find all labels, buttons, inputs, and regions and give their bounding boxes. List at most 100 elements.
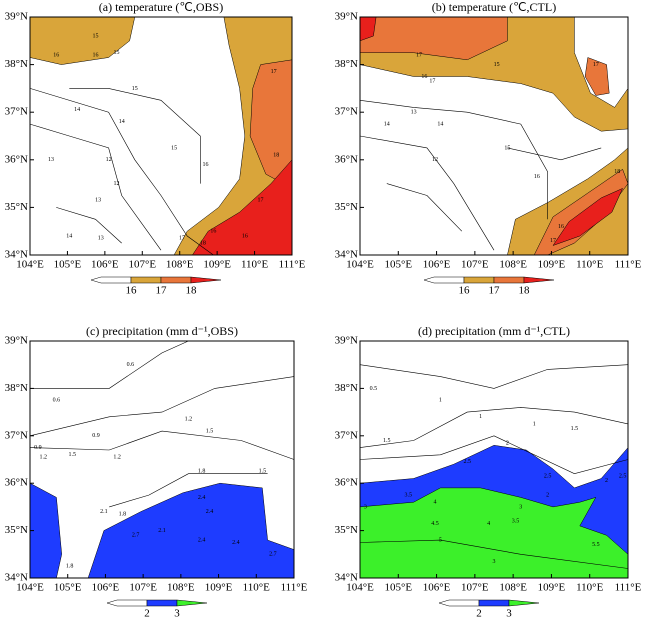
contour-label: 1 (533, 421, 536, 427)
colorbar-swatch (508, 599, 540, 607)
contour-label: 17 (593, 62, 599, 68)
contour-label: 18 (273, 152, 279, 158)
shaded-region (87, 482, 295, 579)
contour-label: 4 (434, 500, 437, 506)
contour-label: 5 (439, 537, 442, 543)
contour-label: 4 (487, 521, 490, 527)
contour-line (386, 183, 463, 232)
x-tick-label: 104°E (346, 582, 374, 594)
contour-label: 12 (106, 157, 112, 163)
contour-label: 0.6 (127, 362, 135, 368)
plot-frame (359, 16, 629, 256)
colorbar-label: 17 (489, 285, 501, 297)
colorbar-swatch (176, 599, 208, 607)
contour-label: 2.7 (132, 533, 140, 539)
contour-label: 2 (546, 492, 549, 498)
contour-label: 15 (113, 50, 119, 56)
contour-label: 17 (179, 236, 185, 242)
y-tick-label: 34°N (335, 572, 358, 584)
contour-label: 17 (271, 69, 277, 75)
colorbar-low (438, 599, 480, 607)
colorbar-label: 2 (476, 608, 482, 620)
panel-title: (b) temperature (℃,CTL) (432, 0, 556, 14)
x-tick-label: 107°E (128, 259, 156, 271)
colorbar-swatch (478, 599, 510, 607)
x-tick-label: 109°E (538, 582, 566, 594)
contour-label: 2.1 (100, 509, 108, 515)
contour-label: 13 (95, 198, 101, 204)
contour-label: 1.2 (39, 455, 47, 461)
x-tick-label: 111°E (615, 259, 642, 271)
contour-label: 14 (74, 107, 80, 113)
contour-label: 2.4 (198, 537, 206, 543)
colorbar-swatch (523, 276, 555, 284)
y-tick-label: 34°N (5, 572, 28, 584)
contour-label: 1.5 (571, 426, 579, 432)
x-tick-label: 106°E (91, 259, 119, 271)
x-tick-label: 107°E (461, 259, 489, 271)
contour-label: 17 (258, 198, 264, 204)
colorbar-label: 16 (459, 285, 471, 297)
colorbar-swatch (160, 276, 192, 284)
contour-line (359, 364, 629, 389)
contour-label: 0.5 (370, 386, 378, 392)
colorbar-low (423, 276, 465, 284)
y-tick-label: 35°N (335, 524, 358, 536)
colorbar-label: 3 (506, 608, 512, 620)
contour-line (56, 207, 122, 244)
x-tick-label: 108°E (167, 582, 195, 594)
contour-label: 2.7 (269, 552, 277, 558)
y-tick-label: 35°N (5, 201, 28, 213)
colorbar-low (90, 276, 132, 284)
plot-frame (29, 16, 293, 256)
y-tick-label: 35°N (335, 201, 358, 213)
x-tick-label: 111°E (279, 259, 306, 271)
contour-label: 4.5 (431, 521, 439, 527)
contour-line (507, 147, 602, 161)
shaded-region (29, 16, 136, 65)
contour-label: 16 (93, 52, 99, 58)
x-tick-label: 110°E (576, 259, 603, 271)
contour-label: 16 (534, 174, 540, 180)
contour-label: 2.4 (206, 509, 214, 515)
contour-label: 13 (98, 236, 104, 242)
y-tick-label: 37°N (5, 429, 28, 441)
y-tick-label: 34°N (5, 249, 28, 261)
contour-label: 1.8 (119, 511, 127, 517)
colorbar-low (106, 599, 148, 607)
x-tick-label: 111°E (615, 582, 642, 594)
plot-frame (359, 340, 629, 579)
contour-label: 13 (411, 110, 417, 116)
contour-label: 14 (66, 233, 72, 239)
contour-label: 16 (558, 224, 564, 230)
contour-line (359, 135, 495, 251)
contour-label: 16 (203, 162, 209, 168)
contour-label: 15 (494, 62, 500, 68)
y-tick-label: 35°N (5, 524, 28, 536)
x-tick-label: 104°E (346, 259, 374, 271)
colorbar-swatch (146, 599, 178, 607)
y-tick-label: 38°N (335, 382, 358, 394)
contour-label: 1.8 (66, 564, 74, 570)
y-tick-label: 36°N (5, 477, 28, 489)
contour-line (69, 88, 201, 184)
contour-label: 17 (416, 52, 422, 58)
x-tick-label: 106°E (423, 259, 451, 271)
contour-label: 1.5 (383, 438, 391, 444)
contour-label: 1.5 (206, 428, 214, 434)
contour-label: 17 (550, 238, 556, 244)
contour-label: 2 (506, 440, 509, 446)
x-tick-label: 105°E (384, 259, 412, 271)
x-tick-label: 110°E (243, 582, 270, 594)
y-tick-label: 37°N (335, 106, 358, 118)
y-tick-label: 37°N (5, 106, 28, 118)
y-tick-label: 39°N (5, 11, 28, 23)
contour-label: 1.8 (198, 469, 206, 475)
contour-label: 2.5 (544, 473, 552, 479)
contour-label: 14 (119, 119, 125, 125)
colorbar-label: 2 (144, 608, 150, 620)
panel: (d) precipitation (mm d⁻¹,CTL) 0.5 1 1 1 1.5 1… (335, 324, 642, 620)
colorbar-swatch (190, 276, 222, 284)
y-tick-label: 38°N (335, 58, 358, 70)
panel: (b) temperature (℃,CTL)17161717151413141… (335, 0, 642, 297)
